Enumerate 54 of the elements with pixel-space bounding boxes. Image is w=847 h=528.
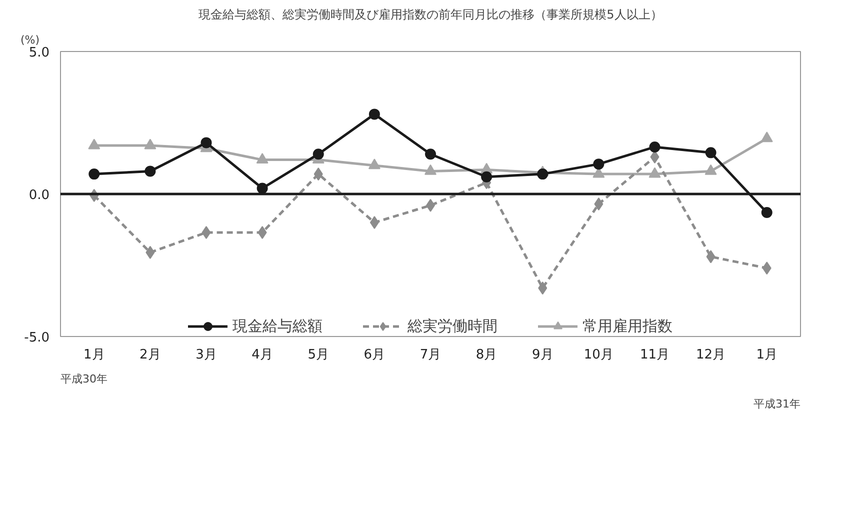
point (88, 138, 100, 150)
y-axis-title: (%) (20, 34, 40, 46)
y-tick-label: 0.0 (28, 188, 50, 203)
point (481, 171, 492, 182)
point (146, 246, 155, 259)
legend-label: 現金給与総額 (232, 316, 322, 336)
point (424, 164, 436, 175)
point (258, 226, 267, 239)
x-tick-label: 9月 (532, 348, 554, 362)
point (202, 226, 211, 239)
point (144, 138, 156, 150)
point (370, 216, 379, 229)
x-tick-label: 5月 (308, 348, 330, 362)
x-tick-label: 2月 (140, 348, 161, 362)
point (368, 108, 380, 120)
point (650, 150, 660, 164)
legend-label: 常用雇用指数 (582, 316, 672, 336)
point (200, 137, 212, 148)
point (706, 250, 716, 264)
point (648, 167, 661, 178)
point (144, 166, 156, 177)
point (256, 182, 268, 194)
point (704, 164, 717, 175)
point (705, 147, 716, 158)
chart-title: 現金給与総額、総実労働時間及び雇用指数の前年同月比の推移（事業所規模5人以上） (198, 8, 662, 22)
x-tick-label: 1月 (84, 348, 105, 362)
point (762, 262, 772, 275)
x-tick-label: 12月 (696, 348, 726, 362)
point (256, 152, 268, 164)
y-tick-label: -5.0 (24, 330, 50, 346)
x-tick-label: 8月 (476, 348, 498, 362)
point (425, 148, 436, 160)
text: 平成30年 (60, 372, 108, 386)
x-tick-label: 11月 (640, 348, 670, 362)
point (368, 158, 380, 170)
text: 平成31年 (754, 398, 801, 410)
point (538, 282, 548, 295)
legend-label: 総実労働時間 (408, 316, 498, 336)
point (593, 158, 604, 170)
point (594, 197, 604, 210)
x-tick-label: 1月 (756, 348, 778, 362)
point (649, 141, 660, 152)
point (761, 207, 772, 218)
x-tick-label: 3月 (196, 348, 217, 362)
point (312, 148, 324, 160)
x-tick-label: 6月 (364, 348, 386, 362)
point (88, 168, 100, 180)
point (537, 168, 548, 180)
point (314, 168, 323, 181)
x-tick-label: 10月 (584, 348, 614, 362)
x-tick-label: 4月 (252, 348, 273, 362)
x-tick-label: 7月 (420, 348, 442, 362)
y-tick-label: 5.0 (28, 46, 50, 60)
point (760, 132, 773, 142)
